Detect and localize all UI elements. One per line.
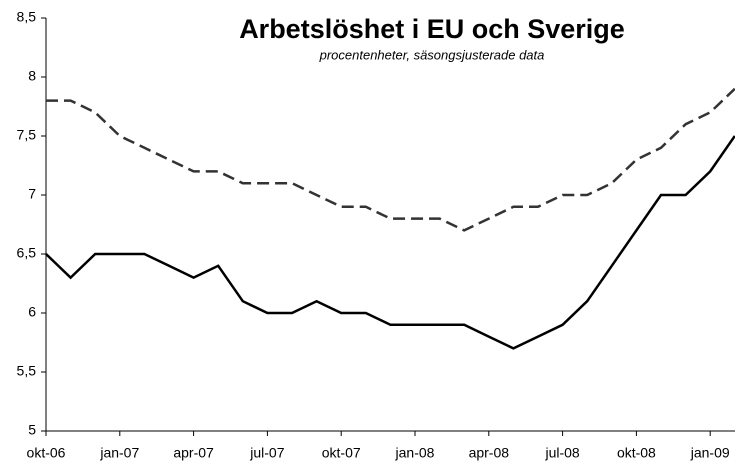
y-tick-label: 5,5 [17,363,37,379]
x-tick-label: jan-09 [690,445,730,461]
chart-subtitle: procentenheter, säsongsjusterade data [319,47,545,62]
x-tick-label: jan-07 [99,445,139,461]
y-tick-label: 6,5 [17,245,37,261]
x-tick-label: okt-06 [27,445,66,461]
x-tick-label: okt-07 [322,445,361,461]
x-tick-label: jan-08 [395,445,435,461]
series-line [46,87,735,232]
x-tick-label: jul-08 [544,445,579,461]
x-tick-label: apr-07 [173,445,214,461]
y-tick-label: 6 [28,304,36,320]
chart-title: Arbetslöshet i EU och Sverige [239,14,625,44]
y-tick-label: 5 [28,422,36,438]
y-tick-label: 8 [28,68,36,84]
x-tick-label: jul-07 [249,445,284,461]
x-tick-label: apr-08 [469,445,510,461]
y-tick-label: 7,5 [17,127,37,143]
y-tick-label: 8,5 [17,9,37,25]
series-line [45,135,735,350]
x-tick-label: okt-08 [617,445,656,461]
y-tick-label: 7 [28,186,36,202]
